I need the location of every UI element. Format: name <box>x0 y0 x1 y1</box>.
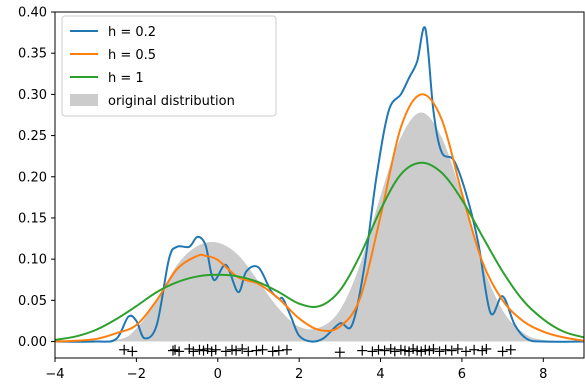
y-tick-label: 0.40 <box>18 6 47 21</box>
y-tick-label: 0.20 <box>18 170 47 185</box>
sample-marker <box>119 344 130 355</box>
sample-marker <box>184 343 195 354</box>
sample-marker <box>168 345 179 356</box>
legend-patch-original <box>70 94 98 106</box>
sample-marker <box>273 345 284 356</box>
original-distribution-area <box>55 112 584 342</box>
sample-marker <box>170 344 181 355</box>
x-tick-label: 8 <box>539 367 547 382</box>
sample-marker <box>237 343 248 354</box>
legend: h = 0.2 h = 0.5 h = 1 original distribut… <box>61 15 277 117</box>
sample-marker <box>210 344 221 355</box>
original-distribution-layer <box>55 112 584 342</box>
sample-marker <box>389 346 400 357</box>
y-tick-label: 0.00 <box>18 335 47 350</box>
y-tick-label: 0.10 <box>18 253 47 268</box>
x-tick-label: 2 <box>295 367 303 382</box>
sample-marker <box>481 343 492 354</box>
sample-marker <box>416 346 427 357</box>
sample-marker <box>452 343 463 354</box>
sample-marker <box>404 346 415 357</box>
series-line-h05 <box>54 93 585 343</box>
y-tick-label: 0.30 <box>18 88 47 103</box>
sample-marker <box>505 344 516 355</box>
sample-marker <box>206 346 217 357</box>
legend-label-h05: h = 0.5 <box>108 48 156 63</box>
sample-marker <box>227 344 238 355</box>
sample-marker <box>399 345 410 356</box>
sample-marker <box>497 346 508 357</box>
sample-marker <box>198 345 209 356</box>
sample-marker <box>220 346 231 357</box>
series-line-h02 <box>54 26 585 343</box>
legend-frame <box>61 15 277 117</box>
sample-marker <box>395 344 406 355</box>
sample-marker <box>357 345 368 356</box>
sample-marker <box>231 345 242 356</box>
sample-marker <box>469 344 480 355</box>
plot-frame <box>54 11 585 359</box>
sample-marker <box>412 345 423 356</box>
legend-label-h1: h = 1 <box>108 71 144 86</box>
sample-marker <box>373 344 384 355</box>
series-layer <box>54 26 585 343</box>
sample-marker <box>174 346 185 357</box>
legend-label-original: original distribution <box>108 94 235 109</box>
sample-marker <box>188 346 199 357</box>
sample-marker <box>194 344 205 355</box>
y-tick-label: 0.35 <box>18 47 47 62</box>
sample-marker <box>477 345 488 356</box>
x-tick-label: 0 <box>214 367 222 382</box>
sample-marker <box>257 344 268 355</box>
x-tick-label: 4 <box>376 367 384 382</box>
y-tick-label: 0.15 <box>18 211 47 226</box>
samples-layer <box>119 343 516 358</box>
sample-marker <box>202 343 213 354</box>
sample-marker <box>446 345 457 356</box>
y-tick-label: 0.25 <box>18 129 47 144</box>
sample-marker <box>434 346 445 357</box>
sample-marker <box>408 343 419 354</box>
sample-marker <box>281 344 292 355</box>
sample-marker <box>440 344 451 355</box>
series-line-h1 <box>54 161 585 341</box>
sample-marker <box>460 346 471 357</box>
x-tick-label: −2 <box>127 367 146 382</box>
sample-marker <box>243 346 254 357</box>
axes-layer: −4 −2 0 2 4 6 8 0.00 0.05 0.10 0.15 0.20 0.25 0.30 0.3… <box>18 6 585 382</box>
x-tick-label: −4 <box>45 367 64 382</box>
sample-marker <box>367 346 378 357</box>
sample-marker <box>251 345 262 356</box>
sample-marker <box>424 345 435 356</box>
sample-marker <box>428 343 439 354</box>
sample-marker <box>379 345 390 356</box>
sample-marker <box>127 346 138 357</box>
sample-marker <box>334 347 345 358</box>
sample-marker <box>385 343 396 354</box>
x-tick-label: 6 <box>458 367 466 382</box>
sample-marker <box>267 346 278 357</box>
y-tick-label: 0.05 <box>18 294 47 309</box>
sample-marker <box>420 344 431 355</box>
legend-label-h02: h = 0.2 <box>108 25 156 40</box>
